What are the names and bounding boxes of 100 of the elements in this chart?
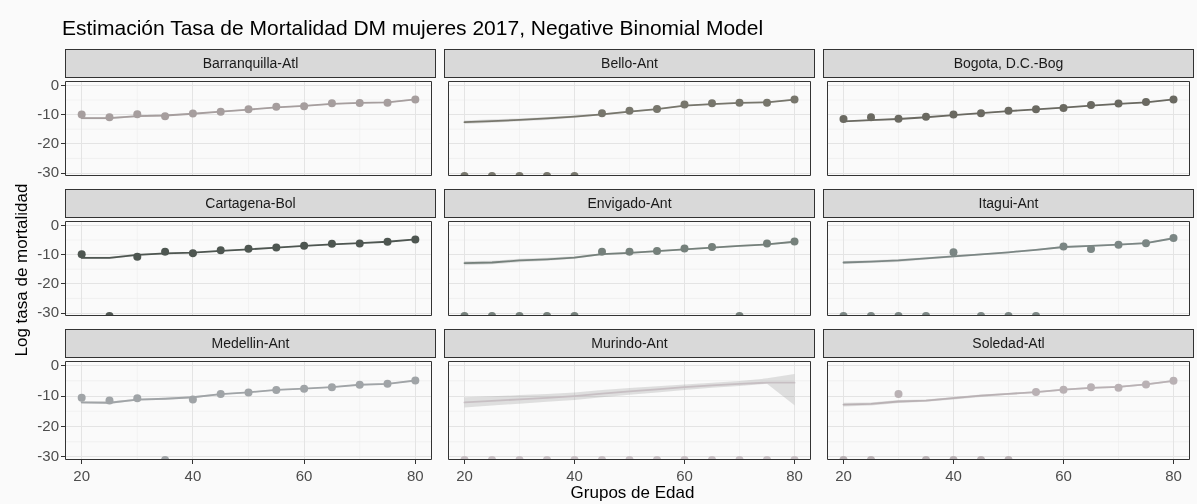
x-tick-label: 20 (73, 467, 91, 485)
point (763, 98, 771, 107)
point (977, 109, 985, 118)
point (133, 252, 142, 261)
point (598, 109, 606, 118)
chart-title: Barranquilla-Atl (65, 49, 436, 78)
point (790, 237, 799, 246)
chart-title: Bello-Ant (444, 49, 815, 78)
point (653, 105, 661, 114)
chart-title: Murindo-Ant (444, 329, 815, 358)
point (1169, 376, 1178, 385)
x-tick-label: 40 (184, 467, 202, 485)
point (272, 385, 281, 394)
point (894, 114, 903, 123)
point (949, 248, 958, 257)
point (1142, 98, 1150, 107)
point (735, 98, 744, 107)
x-tick-label: 60 (676, 467, 693, 485)
point (216, 107, 225, 116)
point (949, 110, 958, 119)
point (105, 396, 114, 405)
point (790, 95, 799, 104)
point (625, 106, 634, 115)
point (680, 100, 689, 109)
y-tick-label: 0 (50, 75, 59, 93)
point (272, 102, 281, 111)
point (244, 244, 253, 253)
point (355, 239, 364, 248)
y-tick-label: -10 (37, 386, 59, 404)
point (244, 105, 253, 114)
point (300, 102, 309, 111)
y-axis-title: Log tasa de mortalidad (12, 183, 32, 357)
point (355, 98, 364, 107)
point (653, 247, 661, 256)
y-tick-label: -10 (37, 244, 59, 262)
y-tick-label: -20 (37, 133, 59, 151)
chart-title: Soledad-Atl (823, 329, 1194, 358)
point (77, 393, 86, 402)
y-tick-label: -10 (37, 104, 59, 122)
point (327, 239, 336, 248)
x-tick-label: 40 (945, 467, 962, 485)
chart-title: Cartagena-Bol (65, 189, 436, 218)
x-tick-label: 40 (566, 467, 583, 485)
point (300, 384, 309, 393)
point (894, 389, 903, 398)
chart-title: Medellin-Ant (65, 329, 436, 358)
text: Estimación Tasa de Mortalidad DM mujeres 2017, Negative Binomial Model (62, 16, 764, 40)
y-tick-label: 0 (50, 215, 59, 233)
x-tick-label: 80 (1165, 467, 1182, 485)
point (105, 113, 114, 122)
y-tick-label: -20 (37, 416, 59, 434)
point (1114, 99, 1123, 108)
point (1114, 240, 1123, 249)
point (1142, 239, 1150, 248)
x-tick-label: 60 (1055, 467, 1072, 485)
point (625, 247, 634, 256)
point (272, 243, 281, 252)
x-tick-label: 20 (456, 467, 473, 485)
point (188, 109, 197, 118)
point (1032, 388, 1040, 397)
point (244, 388, 253, 397)
point (383, 98, 392, 107)
x-tick-label: 80 (786, 467, 803, 485)
point (133, 110, 142, 119)
point (1087, 100, 1095, 109)
point (1169, 233, 1178, 242)
chart-title: Itagui-Ant (823, 189, 1194, 218)
x-tick-label: 80 (406, 467, 424, 485)
point (216, 246, 225, 255)
point (77, 250, 86, 259)
chart-title: Envigado-Ant (444, 189, 815, 218)
point (867, 113, 875, 122)
point (188, 395, 197, 404)
x-tick-label: 20 (835, 467, 852, 485)
point (383, 379, 392, 388)
point (355, 380, 364, 389)
chart-title: Bogota, D.C.-Bog (823, 49, 1194, 78)
y-tick-label: -30 (37, 303, 59, 321)
point (1059, 103, 1068, 112)
point (1032, 105, 1040, 114)
point (763, 239, 771, 248)
point (216, 389, 225, 398)
point (161, 112, 170, 121)
point (1142, 380, 1150, 389)
x-tick-label: 60 (295, 467, 313, 485)
point (77, 110, 86, 119)
y-tick-label: -20 (37, 273, 59, 291)
point (383, 237, 392, 246)
x-axis-title: Grupos de Edad (570, 483, 695, 503)
point (922, 112, 930, 121)
point (1059, 242, 1068, 251)
point (839, 115, 848, 123)
point (1087, 245, 1095, 254)
point (327, 383, 336, 392)
point (327, 99, 336, 108)
y-tick-label: 0 (50, 355, 59, 373)
point (411, 376, 420, 385)
point (1169, 95, 1178, 104)
point (411, 235, 420, 244)
point (1087, 383, 1095, 392)
